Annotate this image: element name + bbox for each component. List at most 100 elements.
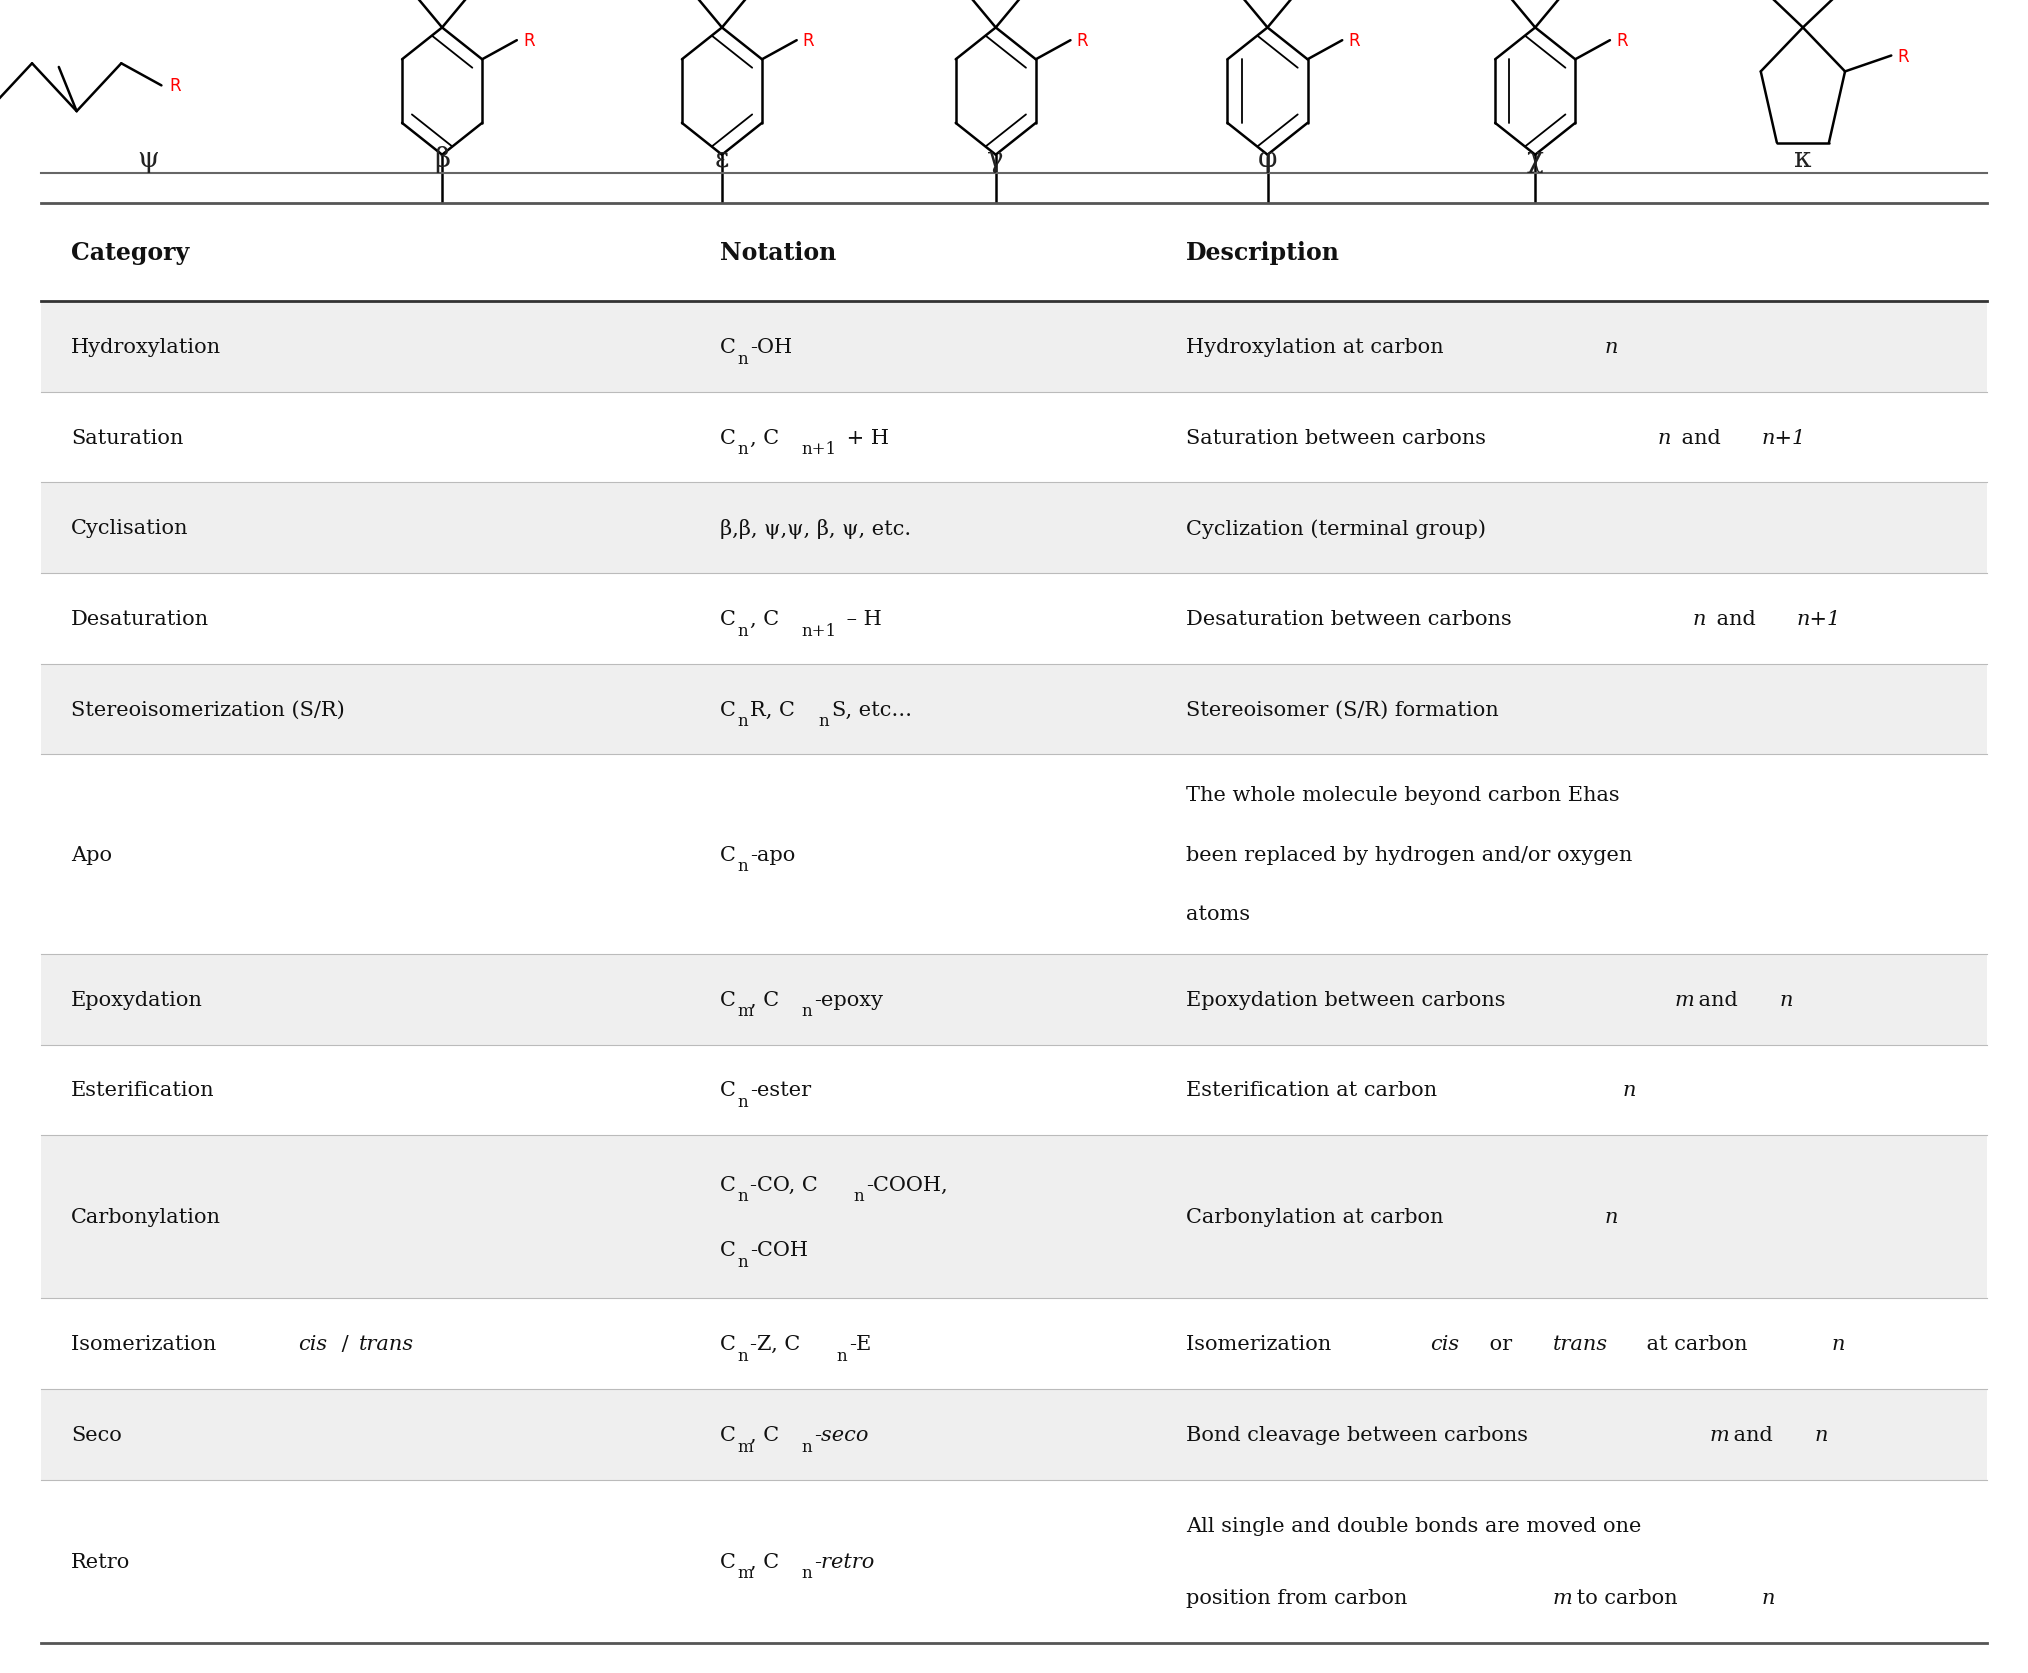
Text: Hydroxylation: Hydroxylation [71, 338, 221, 356]
Text: n: n [801, 1437, 813, 1456]
Text: C: C [720, 1081, 736, 1099]
Bar [41, 483, 1987, 574]
Text: Category: Category [71, 241, 189, 264]
Text: Notation: Notation [720, 241, 836, 264]
Text: Esterification: Esterification [71, 1081, 215, 1099]
Text: Epoxydation between carbons: Epoxydation between carbons [1186, 990, 1513, 1009]
Text: R: R [803, 32, 815, 50]
Text: , C: , C [750, 428, 779, 447]
Text: Hydroxylation at carbon: Hydroxylation at carbon [1186, 338, 1450, 356]
Text: R: R [1616, 32, 1628, 50]
Text: R: R [1349, 32, 1361, 50]
Text: n: n [801, 1564, 813, 1581]
Text: trans: trans [1553, 1335, 1608, 1353]
Text: -apo: -apo [750, 845, 795, 865]
Text: Isomerization: Isomerization [1186, 1335, 1338, 1353]
Text: at carbon: at carbon [1641, 1335, 1754, 1353]
Text: -Z, C: -Z, C [750, 1335, 801, 1353]
Text: γ: γ [988, 146, 1004, 172]
Text: χ: χ [1527, 146, 1543, 172]
Text: R: R [170, 77, 180, 95]
Text: n: n [801, 1002, 813, 1021]
Text: , C: , C [750, 990, 779, 1009]
Text: n: n [738, 1094, 748, 1111]
Text: and: and [1691, 990, 1744, 1009]
Text: atoms: atoms [1186, 905, 1251, 923]
Text: n+1: n+1 [801, 622, 838, 639]
Text: C: C [720, 338, 736, 356]
Text: C: C [720, 609, 736, 629]
Text: n+1: n+1 [801, 442, 838, 458]
Text: Saturation between carbons: Saturation between carbons [1186, 428, 1493, 447]
Bar [41, 1046, 1987, 1136]
Text: -epoxy: -epoxy [815, 990, 884, 1009]
Bar [41, 204, 1987, 301]
Text: n: n [738, 858, 748, 875]
Text: -COOH,: -COOH, [866, 1174, 947, 1195]
Text: -seco: -seco [815, 1425, 868, 1444]
Text: C: C [720, 845, 736, 865]
Text: -COH: -COH [750, 1240, 807, 1260]
Text: n: n [738, 1253, 748, 1270]
Text: n: n [819, 713, 829, 729]
Text: κ: κ [1795, 146, 1811, 172]
Text: n: n [738, 713, 748, 729]
Text: R: R [1898, 47, 1908, 65]
Text: C: C [720, 1553, 736, 1571]
Text: Cyclisation: Cyclisation [71, 519, 189, 539]
Text: Carbonylation: Carbonylation [71, 1208, 221, 1226]
Text: n: n [1762, 1588, 1774, 1606]
Bar [41, 664, 1987, 755]
Text: Retro: Retro [71, 1553, 130, 1571]
Text: R: R [523, 32, 535, 50]
Text: n: n [1779, 990, 1793, 1009]
Bar [41, 393, 1987, 483]
Text: m: m [1675, 990, 1695, 1009]
Text: n: n [738, 1347, 748, 1363]
Text: n+1: n+1 [1762, 428, 1807, 447]
Text: m: m [738, 1002, 752, 1021]
Bar [41, 755, 1987, 954]
Text: -ester: -ester [750, 1081, 811, 1099]
Bar [41, 954, 1987, 1046]
Text: Desaturation between carbons: Desaturation between carbons [1186, 609, 1519, 629]
Text: C: C [720, 1240, 736, 1260]
Text: n: n [1657, 428, 1671, 447]
Bar [41, 1298, 1987, 1389]
Text: Isomerization: Isomerization [71, 1335, 223, 1353]
Text: C: C [720, 428, 736, 447]
Text: C: C [720, 1425, 736, 1444]
Text: + H: + H [840, 428, 888, 447]
Text: Carbonylation at carbon: Carbonylation at carbon [1186, 1208, 1450, 1226]
Text: C: C [720, 1335, 736, 1353]
Text: β,β, ψ,ψ, β, ψ, etc.: β,β, ψ,ψ, β, ψ, etc. [720, 519, 911, 539]
Text: been replaced by hydrogen and/or oxygen: been replaced by hydrogen and/or oxygen [1186, 845, 1633, 865]
Text: m: m [1710, 1425, 1730, 1444]
Text: -CO, C: -CO, C [750, 1174, 817, 1195]
Text: , C: , C [750, 1425, 779, 1444]
Text: or: or [1482, 1335, 1519, 1353]
Bar [41, 1136, 1987, 1298]
Bar [41, 301, 1987, 393]
Text: n: n [1831, 1335, 1845, 1353]
Text: n: n [1691, 609, 1706, 629]
Text: Stereoisomer (S/R) formation: Stereoisomer (S/R) formation [1186, 701, 1499, 719]
Text: Desaturation: Desaturation [71, 609, 209, 629]
Bar [41, 574, 1987, 664]
Text: n: n [1815, 1425, 1827, 1444]
Bar [41, 1389, 1987, 1481]
Text: R, C: R, C [750, 701, 795, 719]
Text: ψ: ψ [138, 146, 158, 172]
Text: position from carbon: position from carbon [1186, 1588, 1414, 1606]
Text: and: and [1710, 609, 1762, 629]
Text: n: n [854, 1188, 864, 1205]
Text: n: n [1622, 1081, 1637, 1099]
Text: – H: – H [840, 609, 882, 629]
Text: The whole molecule beyond carbon Ehas: The whole molecule beyond carbon Ehas [1186, 785, 1620, 805]
Text: S, etc…: S, etc… [831, 701, 913, 719]
Text: Bond cleavage between carbons: Bond cleavage between carbons [1186, 1425, 1535, 1444]
Text: -OH: -OH [750, 338, 793, 356]
Text: cis: cis [298, 1335, 327, 1353]
Text: n: n [738, 442, 748, 458]
Text: ε: ε [714, 146, 730, 172]
